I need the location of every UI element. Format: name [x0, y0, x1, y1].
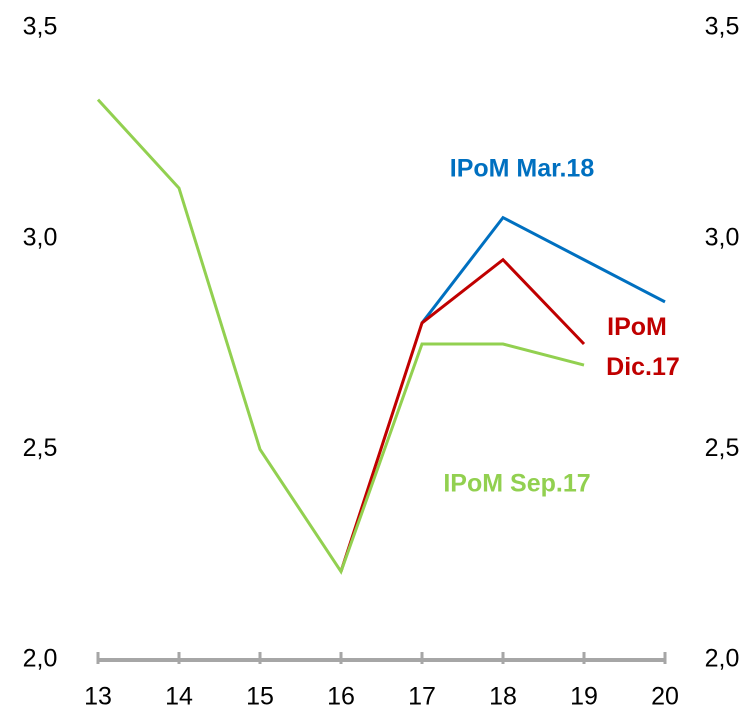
y2-tick-label: 3,0 — [705, 223, 740, 251]
series-line — [339, 257, 586, 572]
series-line — [420, 215, 666, 324]
x-tick-label: 17 — [408, 683, 436, 711]
x-tick-label: 16 — [327, 683, 355, 711]
series-label: IPoM Mar.18 — [450, 155, 595, 183]
x-tick-label: 14 — [165, 683, 193, 711]
x-tick-label: 19 — [570, 683, 598, 711]
x-tick-label: 20 — [651, 683, 679, 711]
y-tick-label: 3,0 — [23, 223, 58, 251]
series-line — [96, 98, 585, 575]
y-tick-label: 3,5 — [23, 13, 58, 41]
y-tick-label: 2,0 — [23, 645, 58, 673]
x-tick-label: 18 — [489, 683, 517, 711]
x-tick-label: 15 — [246, 683, 274, 711]
series-label: IPoM Sep.17 — [443, 470, 590, 498]
y-tick-label: 2,5 — [23, 434, 58, 462]
y2-tick-label: 2,5 — [705, 434, 740, 462]
series-label: IPoM Dic.17 — [606, 313, 680, 381]
x-tick-label: 13 — [84, 683, 112, 711]
y2-tick-label: 2,0 — [705, 645, 740, 673]
y2-tick-label: 3,5 — [705, 13, 740, 41]
